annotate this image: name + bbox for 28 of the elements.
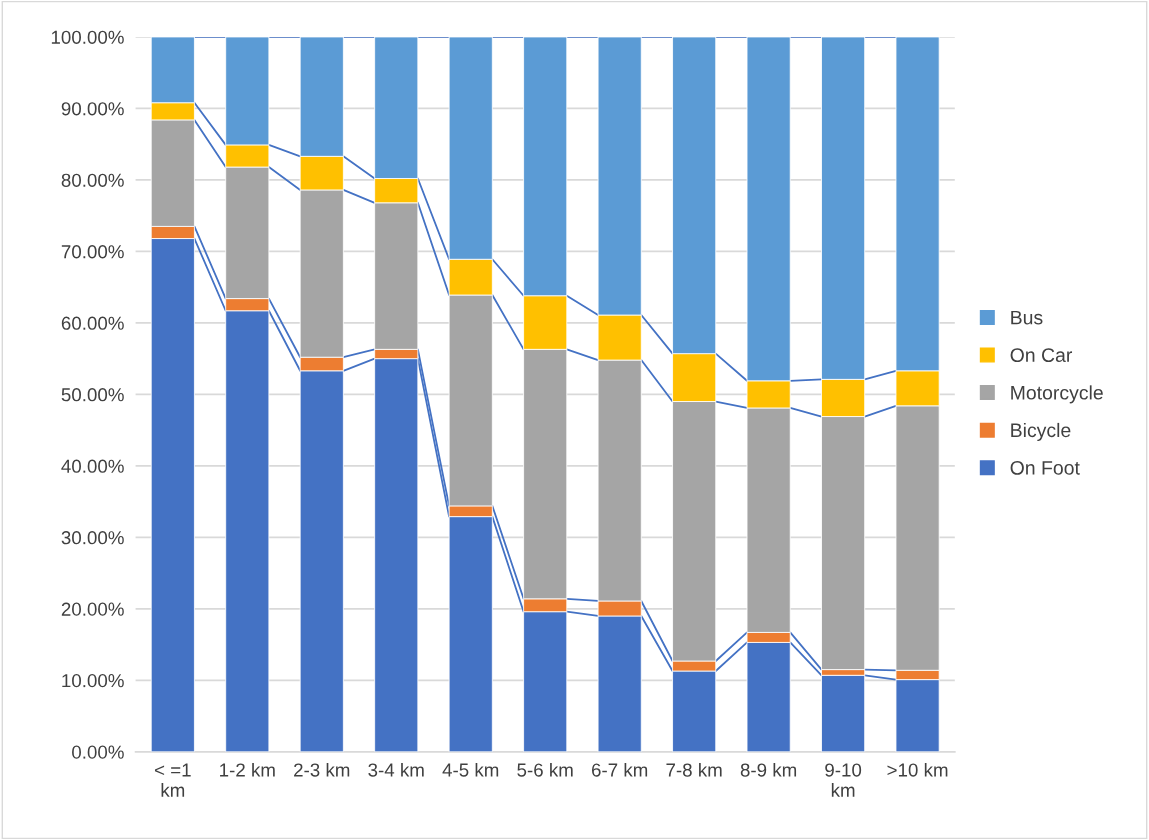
y-tick-label: 80.00% — [61, 173, 124, 187]
x-tick-label: 1-2 km — [220, 762, 275, 777]
y-tick-label: 60.00% — [61, 316, 124, 330]
legend-label: Motorcycle — [1011, 385, 1103, 404]
y-tick-label: 50.00% — [61, 388, 124, 402]
x-tick-label: 2-3 km — [294, 762, 350, 777]
x-tick-label: 5-6 km — [517, 762, 573, 777]
x-tick-label: 4-5 km — [442, 762, 499, 777]
legend-label: Bus — [1011, 310, 1043, 325]
y-tick-label: 70.00% — [61, 245, 124, 259]
legend-label: Bicycle — [1011, 422, 1071, 442]
x-tick-label: 7-8 km — [666, 762, 722, 777]
x-tick-label: 9-10 km — [825, 763, 862, 797]
legend-label: On Foot — [1010, 460, 1080, 475]
y-tick-label: 90.00% — [61, 102, 124, 116]
y-tick-label: 10.00% — [62, 674, 124, 688]
x-tick-label: 3-4 km — [368, 762, 424, 777]
y-tick-label: 0.00% — [72, 745, 124, 759]
y-tick-label: 20.00% — [61, 602, 124, 616]
x-tick-label: 8-9 km — [740, 762, 797, 777]
legend-label: On Car — [1010, 348, 1073, 363]
y-tick-label: 100.00% — [51, 30, 124, 44]
bar — [821, 674, 866, 752]
y-tick-label: 40.00% — [61, 459, 124, 473]
x-tick-label: >10 km — [887, 762, 948, 777]
x-tick-label: < =1 km — [154, 763, 191, 797]
y-tick-label: 30.00% — [61, 531, 124, 545]
x-tick-label: 6-7 km — [591, 762, 648, 777]
